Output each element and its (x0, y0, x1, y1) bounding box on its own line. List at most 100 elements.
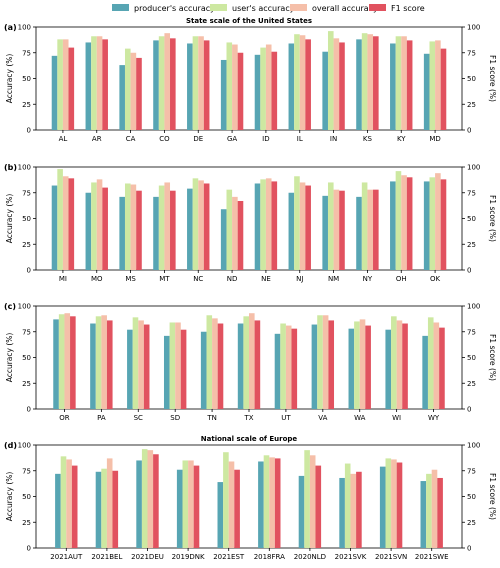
bar (95, 471, 102, 548)
bar (153, 40, 159, 130)
bar (60, 456, 67, 548)
bar (435, 173, 441, 270)
bar (304, 450, 310, 548)
y-tick-label-right: 75 (467, 328, 476, 336)
x-tick-label: CO (159, 135, 170, 143)
y-axis-label: Accuracy (%) (5, 472, 14, 522)
bar (193, 465, 200, 548)
bar (344, 463, 351, 548)
y-tick-label-right: 25 (467, 519, 476, 527)
y-tick-label-right: 100 (467, 442, 480, 450)
x-tick-label: NJ (296, 275, 303, 283)
y-axis-label-right: F1 score (%) (488, 195, 497, 242)
bar (294, 176, 300, 270)
bar (127, 329, 133, 409)
y-tick-label-right: 50 (467, 354, 476, 362)
bar (274, 458, 281, 548)
panel-title: State scale of the United States (186, 17, 312, 25)
x-tick-label: 2018FRA (254, 553, 285, 561)
x-tick-label: 2021EST (213, 553, 245, 561)
bar (315, 465, 322, 548)
legend-swatch (112, 4, 129, 11)
legend-item: user's accuracy (210, 4, 295, 13)
bar (271, 51, 278, 130)
x-tick-label: ND (227, 275, 238, 283)
bar (187, 43, 193, 131)
bar (138, 320, 144, 409)
bar (401, 175, 407, 270)
bar (175, 322, 181, 409)
y-tick-label-right: 50 (467, 75, 476, 83)
y-tick-label: 100 (18, 442, 31, 450)
bar (401, 36, 407, 130)
legend-item: producer's accuracy (112, 4, 215, 13)
bar (106, 458, 113, 548)
bar (232, 196, 238, 270)
bar (423, 181, 430, 270)
bar (440, 48, 447, 130)
x-tick-label: WI (392, 414, 401, 422)
bar (158, 185, 165, 270)
bar (439, 327, 445, 409)
x-tick-label: NC (193, 275, 203, 283)
x-tick-label: IN (330, 135, 337, 143)
legend-swatch (210, 4, 227, 11)
panel-title: National scale of Europe (201, 435, 298, 443)
bar (429, 41, 436, 130)
bar (322, 51, 328, 130)
y-axis-label: Accuracy (%) (5, 54, 14, 104)
bar (102, 39, 108, 130)
y-tick-label: 50 (22, 493, 31, 501)
bar (395, 36, 402, 130)
y-axis-label: Accuracy (%) (5, 333, 14, 383)
bar (232, 44, 238, 131)
bar (254, 183, 261, 270)
bar (299, 35, 306, 130)
y-tick-label-right: 0 (467, 267, 471, 275)
bar (390, 43, 396, 131)
x-tick-label: WA (354, 414, 366, 422)
bar (85, 192, 92, 270)
panel-tag: (c) (4, 302, 16, 311)
bar (365, 325, 371, 409)
legend-swatch (290, 4, 307, 11)
bar (188, 460, 194, 548)
bar (95, 316, 102, 409)
bar (91, 182, 97, 270)
bar (64, 313, 71, 409)
bar (309, 455, 316, 548)
bar (102, 187, 108, 270)
y-tick-label: 25 (22, 101, 31, 109)
x-tick-label: MO (91, 275, 103, 283)
x-tick-label: AL (59, 135, 68, 143)
bar (153, 196, 159, 270)
bar (361, 182, 368, 270)
bar (217, 323, 224, 409)
bar (395, 171, 402, 270)
x-tick-label: 2021SWE (415, 553, 449, 561)
bar (274, 333, 281, 409)
bar (147, 450, 154, 548)
bar (271, 181, 278, 270)
bar (220, 209, 227, 270)
bar (269, 457, 275, 548)
bar (356, 39, 362, 130)
bar (180, 329, 187, 409)
bar (426, 473, 432, 548)
x-tick-label: OR (59, 414, 70, 422)
bar (348, 328, 355, 409)
bar (396, 320, 403, 409)
y-tick-label: 75 (22, 467, 31, 475)
y-tick-label: 50 (22, 75, 31, 83)
x-tick-label: KY (397, 135, 406, 143)
y-tick-label: 50 (22, 354, 31, 362)
x-tick-label: WY (428, 414, 440, 422)
bar (217, 482, 224, 548)
bar (322, 195, 328, 270)
y-tick-label-right: 75 (467, 49, 476, 57)
bar (234, 469, 240, 548)
bar (96, 36, 103, 130)
bar (192, 36, 199, 130)
bar (328, 320, 335, 409)
